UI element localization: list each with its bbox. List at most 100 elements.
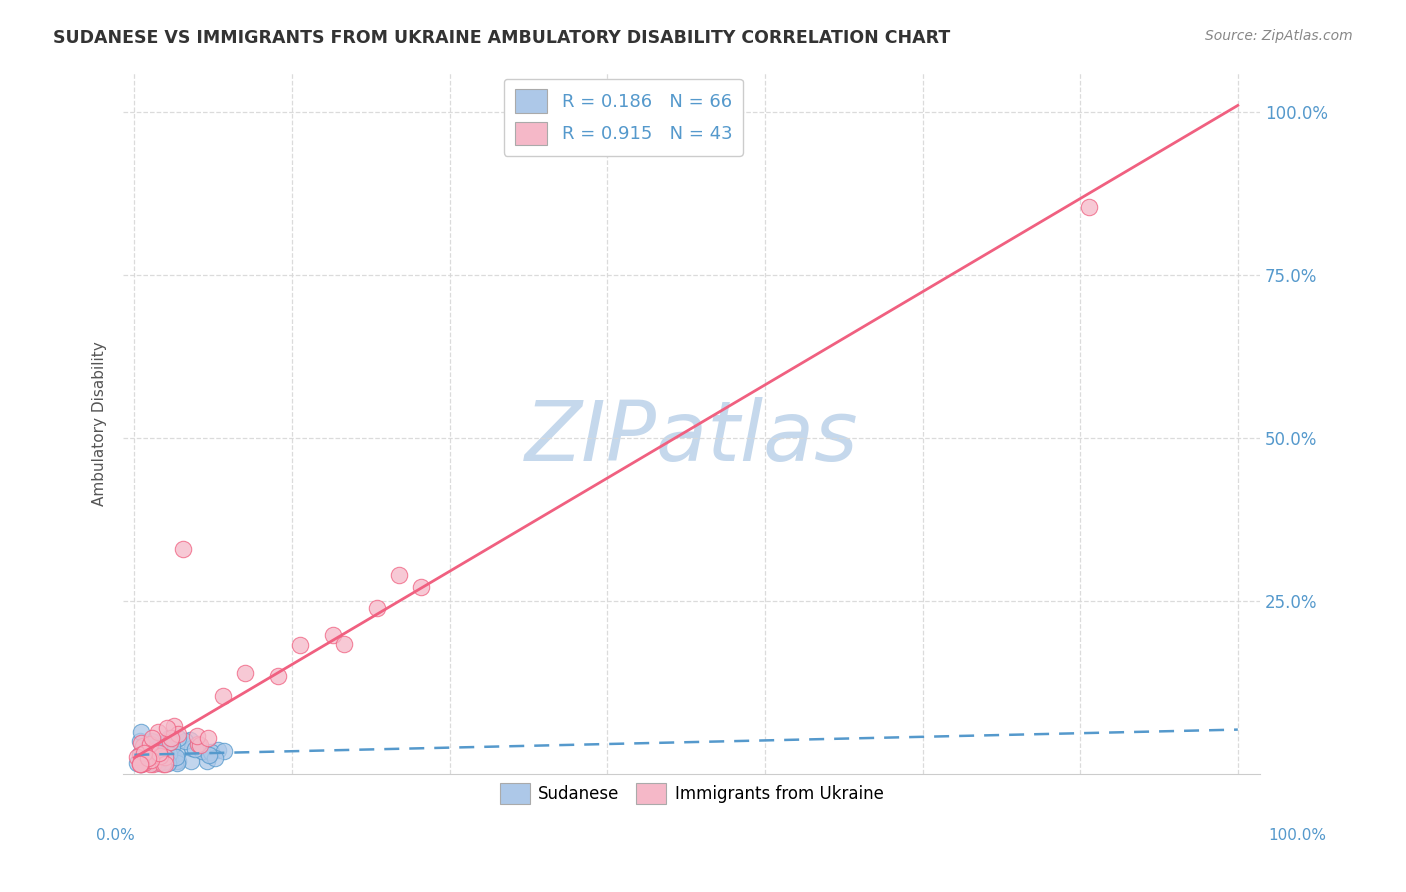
Point [152,757,174,772]
Point [132,753,155,767]
Point [197,747,219,762]
Point [366,600,388,615]
Point [142,755,165,769]
Point [141,746,163,760]
Point [143,744,166,758]
Point [172,541,194,556]
Point [1077,200,1099,214]
Point [135,744,157,758]
Point [127,756,149,770]
Point [132,747,155,762]
Point [136,749,159,764]
Point [135,741,157,756]
Point [148,740,170,755]
Point [139,757,162,772]
Point [146,743,169,757]
Point [135,744,157,758]
Point [166,756,188,771]
Point [197,755,219,769]
Point [411,580,433,594]
Point [155,751,177,765]
Point [188,738,211,752]
Point [142,752,165,766]
Point [207,743,229,757]
Point [211,689,233,703]
Point [180,754,202,768]
Point [200,745,222,759]
Point [153,749,176,764]
Point [267,669,290,683]
Point [157,756,180,771]
Point [162,747,184,762]
Point [141,731,163,746]
Point [132,739,155,754]
Point [131,757,153,772]
Point [141,753,163,767]
Point [139,744,162,758]
Text: SUDANESE VS IMMIGRANTS FROM UKRAINE AMBULATORY DISABILITY CORRELATION CHART: SUDANESE VS IMMIGRANTS FROM UKRAINE AMBU… [53,29,950,46]
Point [152,752,174,766]
Point [129,734,152,748]
Point [142,756,165,770]
Point [150,755,173,769]
Point [143,741,166,756]
Point [160,731,183,746]
Point [139,737,162,751]
Point [179,733,201,747]
Point [148,747,170,762]
Point [141,756,163,770]
Point [145,747,167,762]
Point [148,756,170,770]
Point [166,747,188,761]
Point [141,755,163,769]
Point [288,638,311,652]
Point [139,752,162,766]
Point [184,742,207,756]
Point [180,740,202,755]
Point [174,734,197,748]
Point [165,749,187,764]
Point [129,756,152,771]
Point [148,725,170,739]
Point [138,751,160,765]
Point [129,747,152,762]
Point [134,747,156,762]
Y-axis label: Ambulatory Disability: Ambulatory Disability [93,341,107,506]
Point [128,757,150,772]
Point [212,744,235,758]
Point [138,749,160,764]
Point [132,746,155,760]
Point [153,757,176,772]
Point [204,750,226,764]
Point [159,735,181,749]
Point [167,754,190,768]
Point [148,752,170,766]
Point [146,749,169,764]
Point [142,757,165,772]
Text: 0.0%: 0.0% [96,829,135,843]
Point [143,734,166,748]
Point [153,754,176,768]
Point [127,750,149,764]
Point [139,752,162,766]
Point [186,729,208,743]
Text: Source: ZipAtlas.com: Source: ZipAtlas.com [1205,29,1353,43]
Point [156,721,179,735]
Point [159,754,181,768]
Legend: Sudanese, Immigrants from Ukraine: Sudanese, Immigrants from Ukraine [494,776,890,811]
Point [148,747,170,761]
Point [165,754,187,768]
Point [129,747,152,761]
Point [149,748,172,763]
Text: ZIPatlas: ZIPatlas [524,397,859,478]
Point [128,757,150,772]
Point [322,628,344,642]
Point [233,666,256,681]
Point [162,739,184,753]
Point [132,756,155,771]
Point [150,750,173,764]
Point [191,744,214,758]
Point [157,747,180,762]
Point [157,731,180,745]
Point [129,736,152,750]
